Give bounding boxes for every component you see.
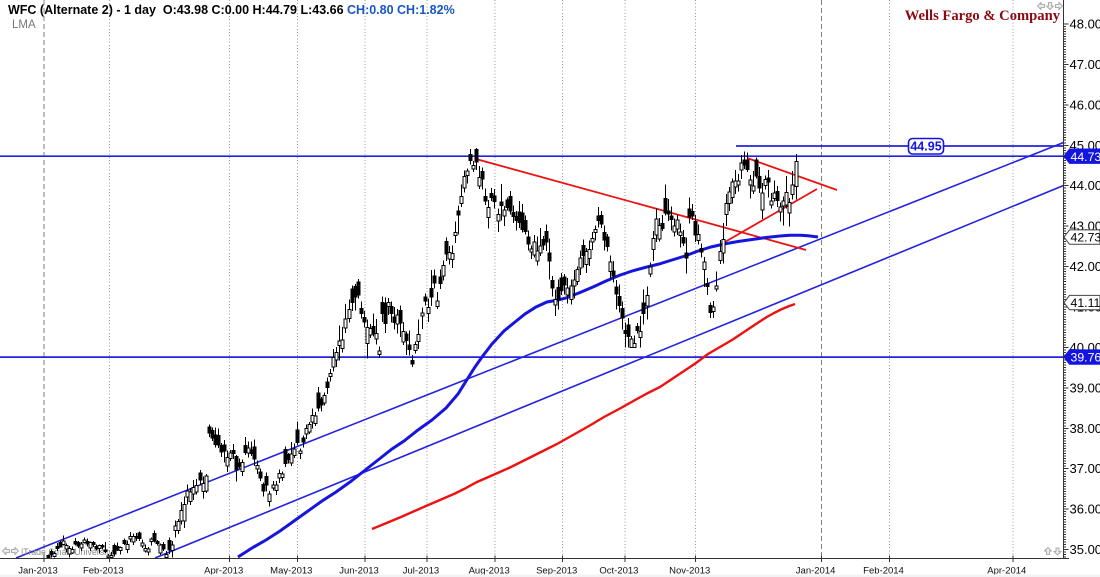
svg-text:Feb-2013: Feb-2013 — [83, 566, 124, 577]
svg-text:Feb-2014: Feb-2014 — [863, 566, 904, 577]
svg-text:47.00: 47.00 — [1070, 57, 1100, 72]
svg-text:Aug-2013: Aug-2013 — [469, 566, 510, 577]
svg-text:48.00: 48.00 — [1070, 17, 1100, 32]
svg-text:WFC (Alternate 2) - 1 day O:4: WFC (Alternate 2) - 1 day O:43.98 C:0.00… — [8, 3, 455, 17]
svg-text:44.95: 44.95 — [910, 140, 941, 154]
svg-text:Wells Fargo & Company: Wells Fargo & Company — [905, 8, 1061, 24]
svg-text:35.00: 35.00 — [1070, 542, 1100, 557]
svg-text:Jul-2013: Jul-2013 — [403, 566, 439, 577]
svg-text:May-2013: May-2013 — [270, 566, 312, 577]
svg-text:Sep-2013: Sep-2013 — [536, 566, 577, 577]
svg-text:Nov-2013: Nov-2013 — [669, 566, 710, 577]
svg-text:Jan-2014: Jan-2014 — [796, 566, 836, 577]
svg-text:46.00: 46.00 — [1070, 97, 1100, 112]
svg-text:|Trade Smart University: |Trade Smart University — [21, 547, 114, 557]
svg-text:39.00: 39.00 — [1070, 380, 1100, 395]
svg-text:38.00: 38.00 — [1070, 421, 1100, 436]
svg-text:37.00: 37.00 — [1070, 461, 1100, 476]
svg-text:42.73: 42.73 — [1071, 231, 1100, 245]
svg-text:LMA: LMA — [12, 19, 36, 31]
svg-text:44.73: 44.73 — [1071, 150, 1100, 164]
svg-text:41.11: 41.11 — [1071, 296, 1100, 310]
svg-text:Oct-2013: Oct-2013 — [599, 566, 638, 577]
svg-text:44.00: 44.00 — [1070, 178, 1100, 193]
svg-text:Apr-2014: Apr-2014 — [987, 566, 1026, 577]
svg-text:Jan-2013: Jan-2013 — [18, 566, 58, 577]
svg-text:36.00: 36.00 — [1070, 502, 1100, 517]
svg-text:Jun-2013: Jun-2013 — [339, 566, 379, 577]
svg-text:42.00: 42.00 — [1070, 259, 1100, 274]
svg-text:Apr-2013: Apr-2013 — [204, 566, 243, 577]
svg-text:39.76: 39.76 — [1071, 351, 1100, 365]
